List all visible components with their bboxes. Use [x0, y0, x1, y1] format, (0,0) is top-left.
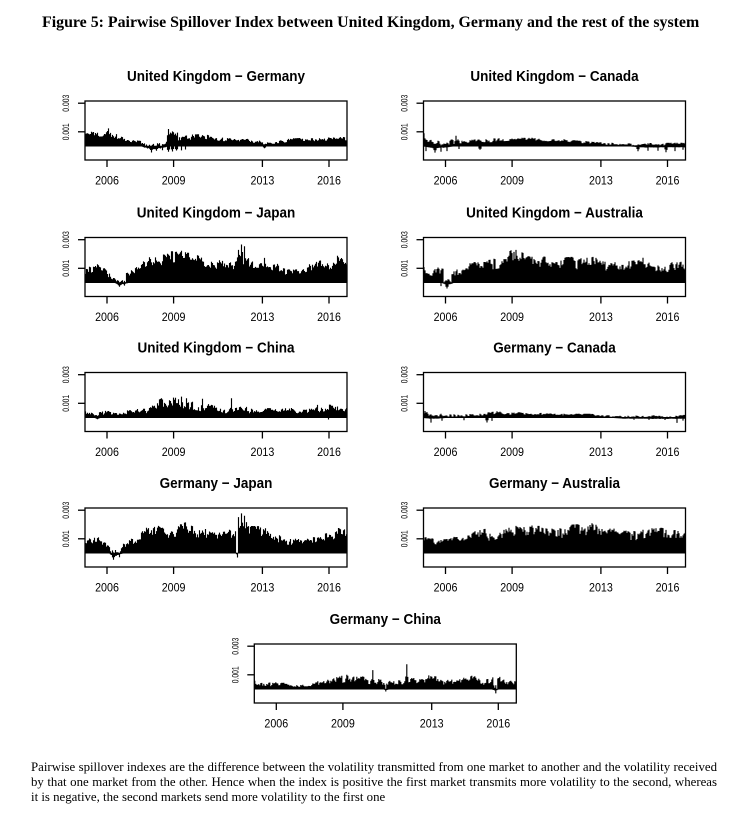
svg-text:2009: 2009 [500, 581, 524, 595]
svg-text:0.003: 0.003 [400, 366, 411, 383]
svg-text:2006: 2006 [95, 581, 119, 595]
svg-text:United Kingdom − Canada: United Kingdom − Canada [470, 69, 639, 85]
svg-text:2013: 2013 [420, 717, 444, 731]
svg-text:0.003: 0.003 [400, 502, 411, 519]
svg-text:2009: 2009 [162, 445, 186, 459]
svg-text:2016: 2016 [656, 445, 680, 459]
svg-text:2013: 2013 [251, 174, 275, 188]
svg-text:2013: 2013 [251, 445, 275, 459]
svg-text:2013: 2013 [589, 445, 613, 459]
svg-text:2009: 2009 [500, 174, 524, 188]
svg-text:2016: 2016 [317, 174, 341, 188]
svg-text:2006: 2006 [95, 445, 119, 459]
svg-text:0.001: 0.001 [231, 666, 242, 683]
svg-text:2013: 2013 [589, 174, 613, 188]
svg-text:United Kingdom − Japan: United Kingdom − Japan [137, 206, 296, 222]
svg-text:0.001: 0.001 [400, 395, 411, 412]
svg-text:2009: 2009 [500, 310, 524, 324]
svg-text:2006: 2006 [264, 717, 288, 731]
svg-text:United Kingdom − Australia: United Kingdom − Australia [466, 206, 644, 222]
svg-text:United Kingdom − China: United Kingdom − China [138, 341, 296, 357]
svg-text:0.001: 0.001 [61, 530, 72, 547]
svg-text:0.003: 0.003 [61, 366, 72, 383]
svg-text:0.001: 0.001 [61, 123, 72, 140]
svg-text:2006: 2006 [434, 445, 458, 459]
svg-text:2009: 2009 [500, 445, 524, 459]
svg-text:2013: 2013 [589, 310, 613, 324]
svg-text:2016: 2016 [656, 310, 680, 324]
svg-text:2016: 2016 [317, 310, 341, 324]
svg-text:2009: 2009 [331, 717, 355, 731]
svg-text:2009: 2009 [162, 174, 186, 188]
svg-text:0.003: 0.003 [61, 95, 72, 112]
svg-text:2006: 2006 [95, 174, 119, 188]
svg-text:2009: 2009 [162, 310, 186, 324]
svg-text:0.003: 0.003 [61, 231, 72, 248]
svg-text:Germany − Japan: Germany − Japan [160, 476, 273, 492]
svg-text:2006: 2006 [434, 174, 458, 188]
svg-text:0.001: 0.001 [400, 530, 411, 547]
svg-text:0.001: 0.001 [400, 260, 411, 277]
svg-text:2016: 2016 [656, 581, 680, 595]
svg-text:0.001: 0.001 [61, 260, 72, 277]
svg-text:2016: 2016 [317, 445, 341, 459]
svg-text:2013: 2013 [589, 581, 613, 595]
svg-text:2006: 2006 [95, 310, 119, 324]
svg-text:Germany − Canada: Germany − Canada [493, 341, 616, 357]
svg-text:2016: 2016 [486, 717, 510, 731]
svg-text:2006: 2006 [434, 581, 458, 595]
svg-text:0.003: 0.003 [61, 502, 72, 519]
svg-text:2006: 2006 [434, 310, 458, 324]
svg-text:0.001: 0.001 [61, 395, 72, 412]
svg-text:0.003: 0.003 [400, 231, 411, 248]
svg-text:Germany − Australia: Germany − Australia [489, 476, 621, 492]
svg-text:United Kingdom − Germany: United Kingdom − Germany [127, 69, 305, 85]
svg-text:2009: 2009 [162, 581, 186, 595]
svg-text:0.001: 0.001 [400, 123, 411, 140]
svg-text:2013: 2013 [251, 310, 275, 324]
svg-text:2013: 2013 [251, 581, 275, 595]
svg-text:Germany − China: Germany − China [330, 612, 442, 628]
svg-text:2016: 2016 [656, 174, 680, 188]
svg-text:0.003: 0.003 [231, 638, 242, 655]
svg-text:0.003: 0.003 [400, 95, 411, 112]
svg-text:2016: 2016 [317, 581, 341, 595]
